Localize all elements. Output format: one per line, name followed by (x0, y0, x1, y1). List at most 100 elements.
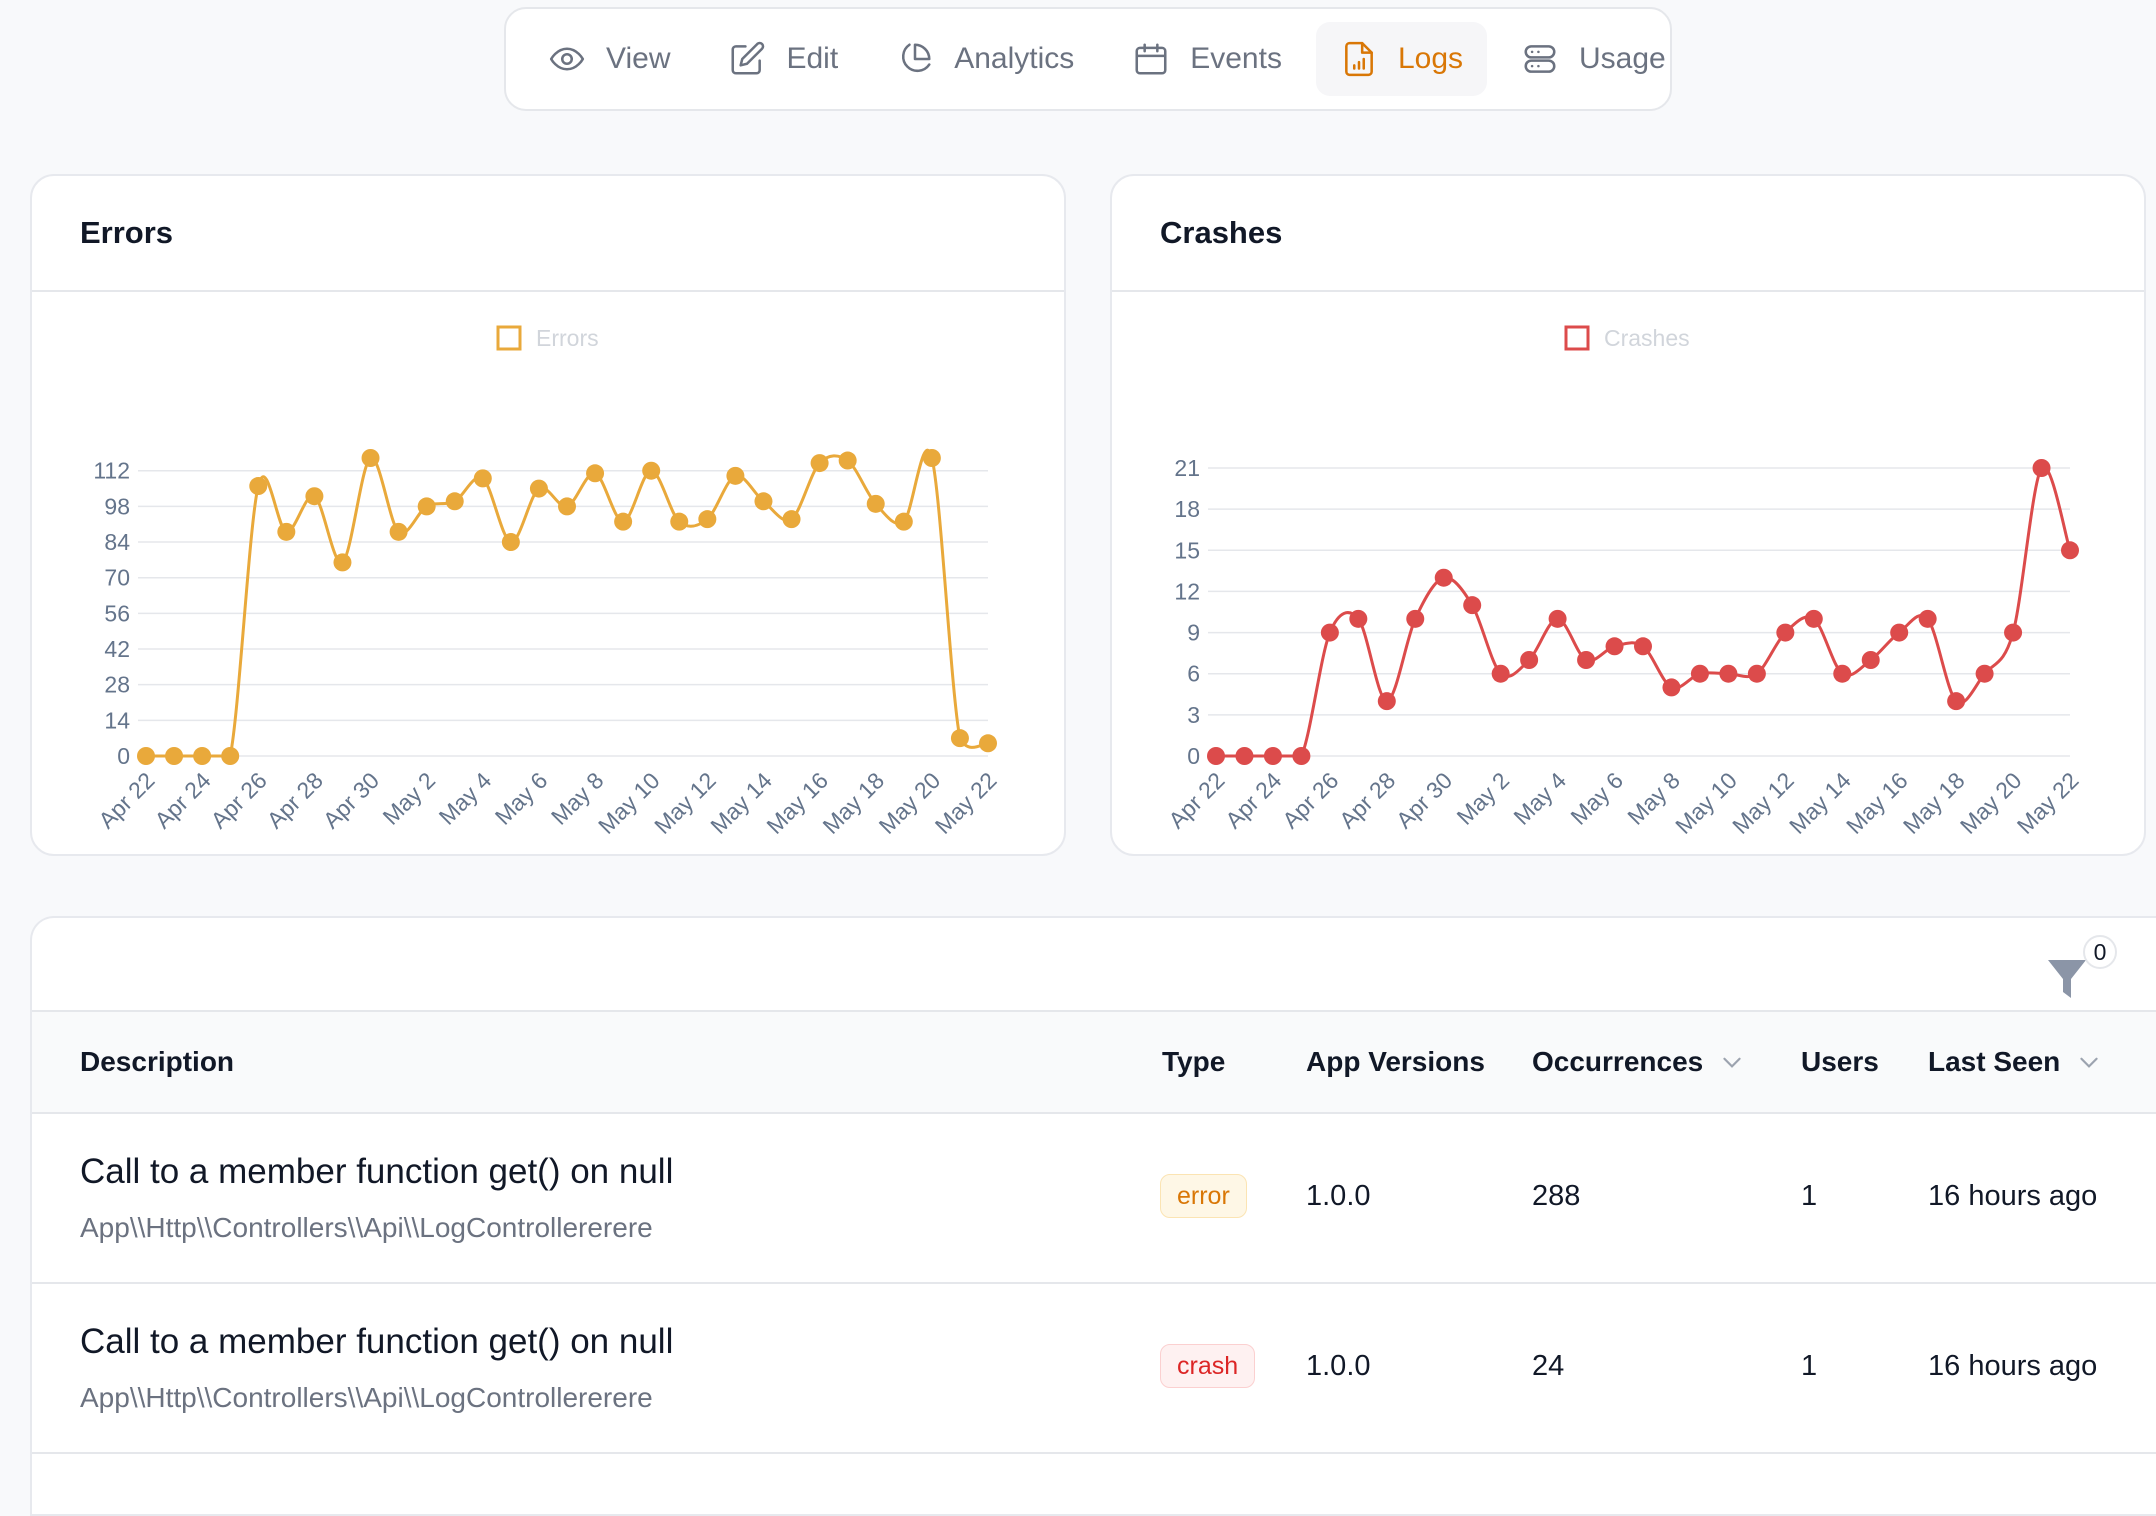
tab-usage[interactable]: Usage (1497, 22, 1690, 96)
tab-edit[interactable]: Edit (704, 22, 862, 96)
x-tick-label: Apr 24 (149, 767, 215, 833)
x-tick-label: May 14 (705, 767, 777, 839)
tab-events[interactable]: Events (1108, 22, 1306, 96)
server-icon (1524, 45, 1556, 73)
row-last-seen: 16 hours ago (1928, 1350, 2098, 1382)
data-point (1747, 664, 1766, 683)
row-version: 1.0.0 (1306, 1180, 1371, 1212)
filter-icon (2048, 960, 2086, 998)
row-title: Call to a member function get() on null (80, 1152, 674, 1191)
legend-swatch (496, 325, 522, 351)
data-point (1406, 609, 1425, 628)
crashes-card: Crashes Crashes 0 3 6 9 12 15 18 21 Apr 22 Apr 24 A… (1110, 174, 2146, 856)
data-point (1634, 637, 1652, 656)
data-point (277, 522, 296, 541)
data-point (2032, 459, 2051, 477)
tab-label: View (606, 42, 671, 75)
legend-label: Crashes (1604, 325, 1690, 351)
y-tick-label: 28 (104, 672, 130, 698)
x-tick-label: Apr 28 (1334, 767, 1400, 833)
type-badge: error (1160, 1174, 1247, 1218)
data-point (389, 522, 408, 541)
y-tick-label: 70 (104, 565, 130, 591)
filter-button[interactable]: 0 (2028, 932, 2118, 1008)
x-tick-label: May 22 (2012, 767, 2084, 839)
tab-label: Logs (1397, 42, 1464, 75)
x-tick-label: May 4 (1508, 767, 1571, 830)
data-point (1434, 568, 1453, 587)
data-point (1690, 664, 1709, 683)
x-tick-label: May 12 (649, 767, 721, 839)
data-point (2061, 541, 2079, 560)
x-tick-label: May 2 (378, 767, 441, 830)
x-tick-label: May 6 (1565, 767, 1628, 830)
data-point (137, 747, 155, 765)
row-users: 1 (1801, 1180, 1818, 1212)
data-point (1263, 747, 1282, 765)
data-point (698, 510, 717, 529)
tab-label: Analytics (954, 42, 1075, 75)
data-point (501, 533, 520, 552)
header-occurrences[interactable]: Occurrences (1532, 1012, 1745, 1112)
header-last-seen-label: Last Seen (1928, 1046, 2061, 1077)
header-type: Type (1162, 1046, 1226, 1077)
row-occurrences: 288 (1532, 1180, 1581, 1212)
row-last-seen: 16 hours ago (1928, 1180, 2098, 1212)
tab-logs[interactable]: Logs (1315, 22, 1488, 96)
x-tick-label: May 12 (1727, 767, 1799, 839)
data-point (922, 449, 941, 467)
data-point (361, 449, 380, 467)
data-point (2004, 623, 2023, 642)
tab-analytics[interactable]: Analytics (872, 22, 1098, 96)
row-subtitle: App\\Http\\Controllers\\Api\\LogControll… (80, 1382, 653, 1413)
y-tick-label: 3 (1187, 702, 1200, 728)
data-point (305, 487, 324, 506)
header-app-versions: App Versions (1306, 1046, 1485, 1077)
y-tick-label: 84 (104, 529, 130, 555)
x-tick-label: May 20 (1955, 767, 2027, 839)
y-tick-label: 42 (104, 636, 130, 662)
data-point (1890, 623, 1909, 642)
data-point (529, 479, 548, 498)
table-row[interactable]: Call to a member function get() on null … (32, 1282, 2156, 1454)
eye-icon (549, 47, 585, 71)
header-last-seen[interactable]: Last Seen (1928, 1012, 2102, 1112)
data-point (642, 461, 661, 480)
data-point (1804, 609, 1823, 628)
data-points (1207, 459, 2079, 765)
errors-card: Errors Errors 0 14 28 42 56 70 84 98 112 Apr 22 Apr… (30, 174, 1066, 856)
x-tick-label: May 14 (1784, 767, 1856, 839)
tab-label: Events (1190, 42, 1282, 75)
filter-count: 0 (2094, 939, 2107, 965)
x-tick-label: Apr 22 (93, 767, 159, 833)
header-description: Description (80, 1046, 235, 1077)
data-point (754, 492, 773, 511)
calendar-icon (1135, 43, 1167, 75)
x-tick-label: Apr 22 (1163, 767, 1229, 833)
y-axis: 0 14 28 42 56 70 84 98 112 (93, 458, 988, 769)
data-point (1491, 664, 1510, 683)
data-point (1320, 623, 1339, 642)
row-users: 1 (1801, 1350, 1818, 1382)
type-badge: crash (1160, 1344, 1256, 1388)
data-point (810, 454, 829, 473)
logs-table-card: 0 Description Type App Versions Occurren… (30, 916, 2156, 1516)
table-row[interactable]: Call to a member function get() on null … (32, 1112, 2156, 1284)
data-point (221, 747, 240, 765)
data-point (838, 451, 857, 470)
x-tick-label: May 10 (1670, 767, 1742, 839)
row-title: Call to a member function get() on null (80, 1322, 674, 1361)
data-point (249, 477, 268, 496)
data-point (1719, 664, 1738, 683)
x-tick-label: May 16 (761, 767, 833, 839)
row-subtitle: App\\Http\\Controllers\\Api\\LogControll… (80, 1212, 653, 1243)
x-tick-label: Apr 30 (318, 767, 384, 833)
tab-view[interactable]: View (524, 22, 694, 96)
x-tick-label: May 18 (818, 767, 890, 839)
x-tick-label: May 20 (874, 767, 946, 839)
data-point (558, 497, 576, 516)
data-point (1776, 623, 1795, 642)
